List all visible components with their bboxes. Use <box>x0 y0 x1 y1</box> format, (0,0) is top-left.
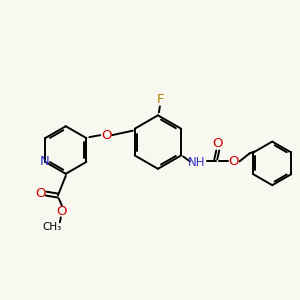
Text: N: N <box>39 155 49 168</box>
Text: O: O <box>35 187 45 200</box>
Text: O: O <box>228 155 239 168</box>
Text: O: O <box>212 137 223 150</box>
Text: NH: NH <box>188 156 206 169</box>
Text: O: O <box>101 129 111 142</box>
Text: O: O <box>57 205 67 218</box>
Text: CH₃: CH₃ <box>42 222 62 232</box>
Text: F: F <box>157 93 165 106</box>
